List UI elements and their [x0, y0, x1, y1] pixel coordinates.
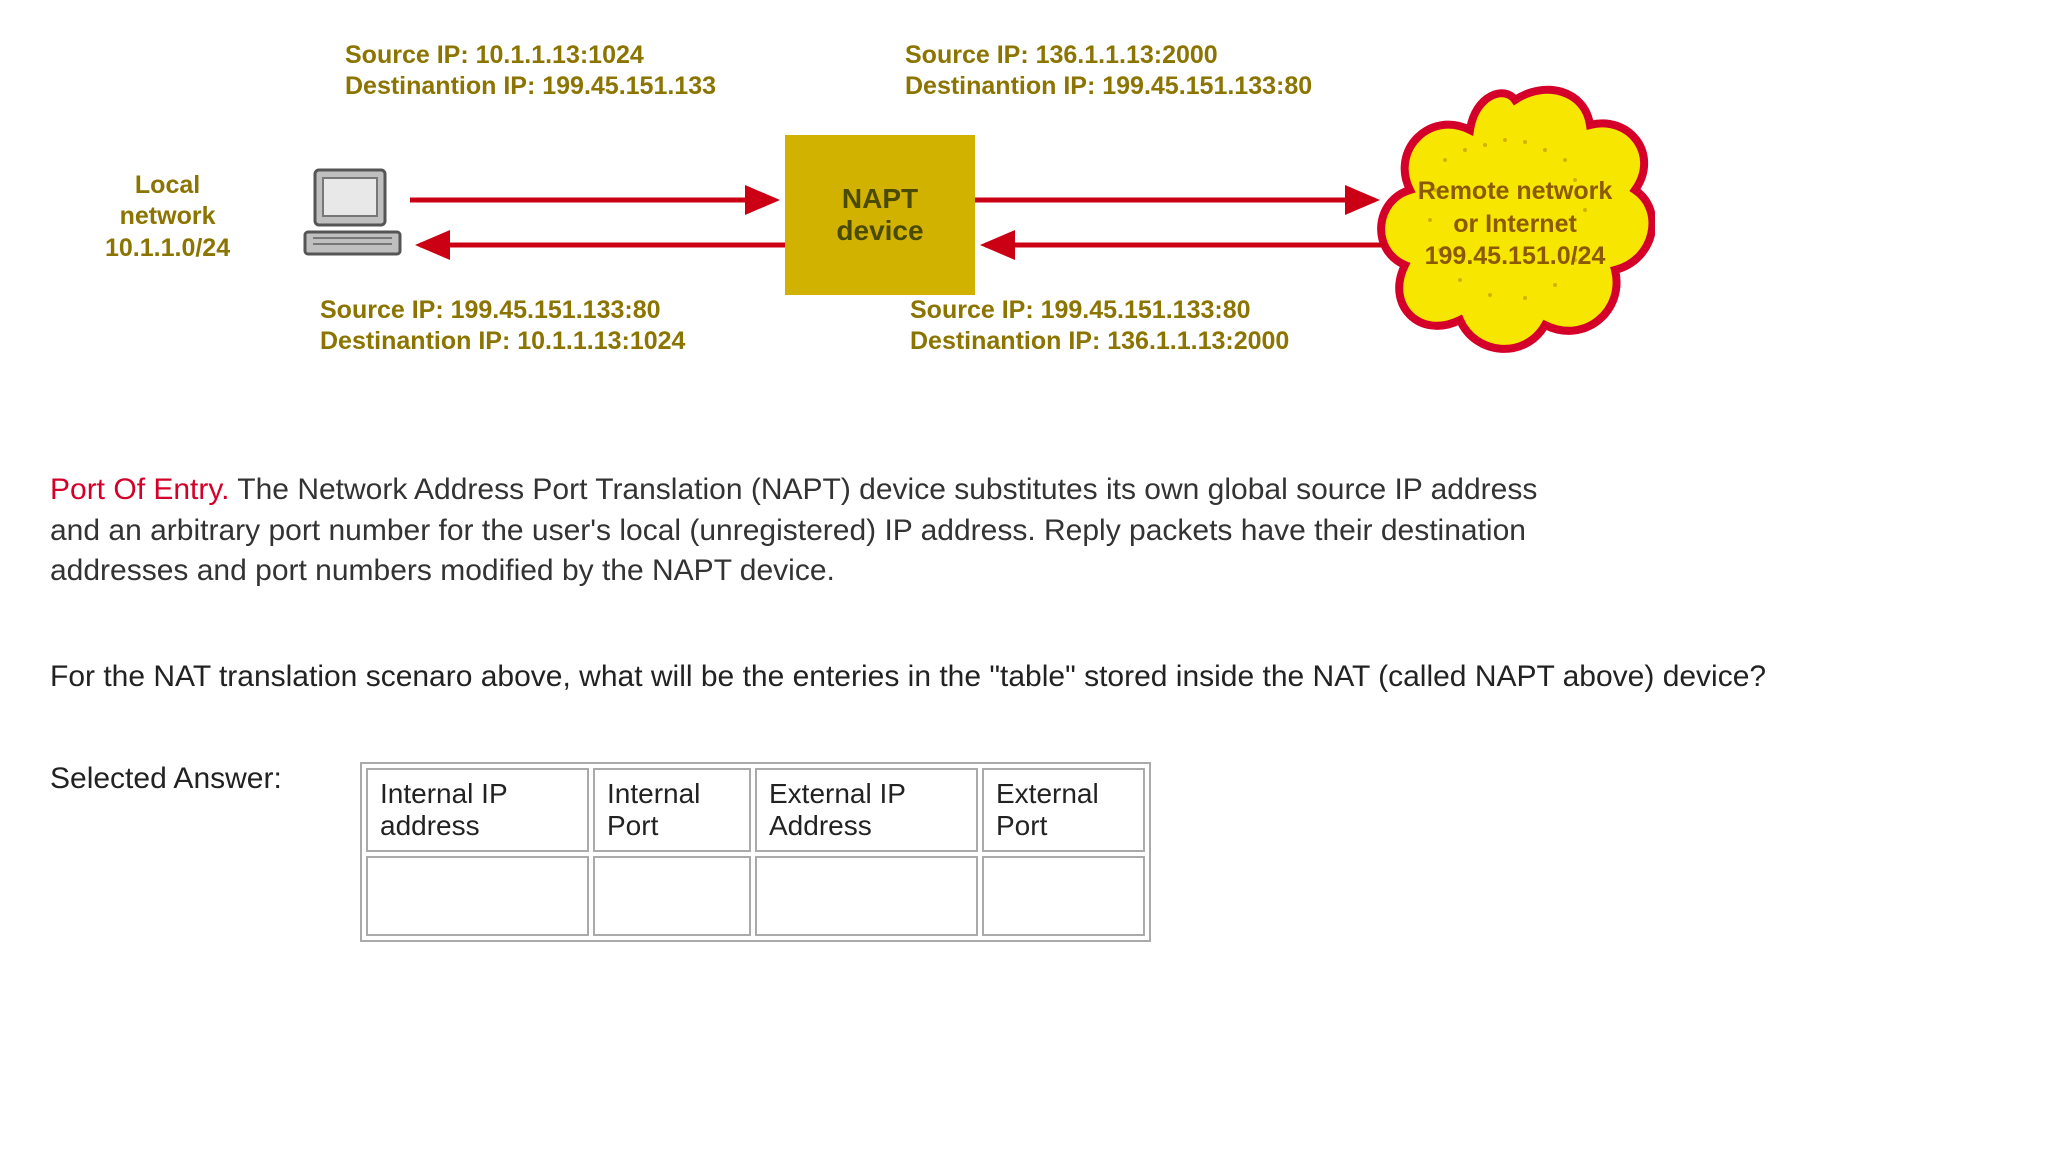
flow-arrows — [105, 40, 1655, 400]
col-header-internal-port: Internal Port — [593, 768, 751, 852]
nat-table: Internal IP address Internal Port Extern… — [360, 762, 1151, 942]
selected-answer-label: Selected Answer: — [50, 762, 360, 796]
col-header-internal-ip: Internal IP address — [366, 768, 589, 852]
table-header-row: Internal IP address Internal Port Extern… — [366, 768, 1145, 852]
cell-external-port — [982, 856, 1145, 936]
explanation-paragraph: Port Of Entry. The Network Address Port … — [50, 470, 1550, 592]
paragraph-body: The Network Address Port Translation (NA… — [50, 473, 1537, 587]
cell-external-ip — [755, 856, 978, 936]
page-root: Source IP: 10.1.1.13:1024 Destinantion I… — [0, 0, 2046, 1161]
cell-internal-ip — [366, 856, 589, 936]
col-header-external-port: External Port — [982, 768, 1145, 852]
col-header-external-ip: External IP Address — [755, 768, 978, 852]
table-row — [366, 856, 1145, 936]
answer-block: Selected Answer: Internal IP address Int… — [50, 762, 1996, 942]
cell-internal-port — [593, 856, 751, 936]
question-text: For the NAT translation scenaro above, w… — [50, 657, 1850, 698]
napt-diagram: Source IP: 10.1.1.13:1024 Destinantion I… — [105, 40, 1655, 400]
paragraph-title: Port Of Entry. — [50, 473, 230, 506]
